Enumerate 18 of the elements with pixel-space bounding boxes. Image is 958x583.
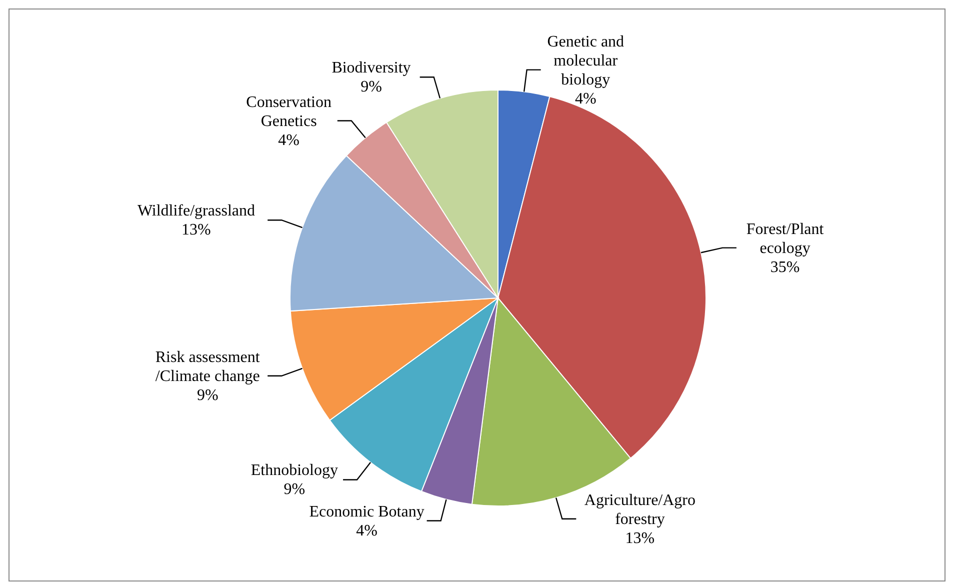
- data-label: 13%: [182, 222, 211, 239]
- slice-label: Agriculture/Agro forestry: [584, 492, 696, 528]
- data-label: 9%: [196, 386, 218, 404]
- slice-label: Genetic and molecular biology: [547, 33, 624, 88]
- data-label: 35%: [770, 258, 800, 276]
- data-label: 9%: [284, 481, 306, 498]
- data-label: 4%: [574, 90, 596, 108]
- data-label: 9%: [360, 78, 382, 96]
- slice-label: Forest/Plant ecology: [746, 220, 824, 257]
- slice-label: Wildlife/grassland: [137, 202, 255, 220]
- data-label: 13%: [625, 530, 655, 547]
- slice-label: Conservation Genetics: [246, 94, 332, 130]
- slice-label: Ethnobiology: [250, 462, 338, 480]
- slice-label: Risk assessment /Climate change: [155, 348, 260, 385]
- slice-label: Biodiversity: [332, 60, 411, 77]
- data-label: 4%: [278, 132, 300, 149]
- slice-label: Economic Botany: [309, 503, 424, 520]
- data-label: 4%: [356, 522, 378, 540]
